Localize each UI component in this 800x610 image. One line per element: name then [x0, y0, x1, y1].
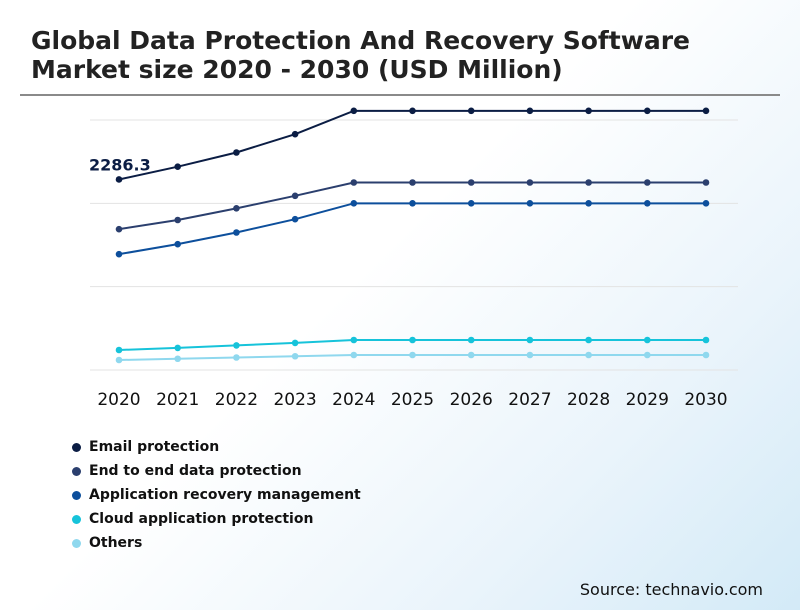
data-point	[233, 354, 240, 361]
data-point	[702, 179, 710, 186]
data-point	[174, 240, 181, 248]
data-point	[644, 336, 651, 344]
legend-marker	[72, 466, 81, 476]
data-point	[467, 179, 475, 186]
legend-item: Cloud application protection	[72, 507, 361, 531]
data-point	[467, 351, 475, 359]
data-point	[291, 215, 299, 223]
data-point	[585, 107, 592, 115]
data-point	[526, 179, 534, 186]
data-point	[526, 107, 534, 115]
data-point	[291, 192, 299, 200]
data-point	[409, 179, 416, 186]
data-point	[174, 344, 181, 352]
data-point	[291, 130, 299, 138]
data-point	[291, 352, 299, 360]
x-tick-label: 2021	[156, 390, 199, 410]
data-point	[174, 355, 181, 363]
x-tick-label: 2029	[626, 390, 669, 410]
data-point	[702, 200, 710, 207]
title-divider	[20, 94, 780, 96]
data-point	[644, 179, 651, 186]
data-point	[467, 107, 475, 115]
annotations: 2286.3	[89, 155, 151, 174]
data-point	[350, 336, 358, 344]
legend-marker	[72, 514, 81, 524]
chart-title: Global Data Protection And Recovery Soft…	[31, 26, 690, 84]
legend: Email protection End to end data protecti…	[72, 435, 361, 555]
legend-item: End to end data protection	[72, 459, 361, 483]
x-tick-label: 2027	[508, 390, 551, 410]
legend-item: Application recovery management	[72, 483, 361, 507]
legend-label: End to end data protection	[89, 463, 302, 479]
data-point	[350, 200, 358, 207]
data-point	[350, 179, 358, 186]
x-tick-label: 2030	[684, 390, 727, 410]
data-point	[585, 351, 592, 359]
x-tick-label: 2026	[450, 390, 493, 410]
data-point	[409, 336, 416, 344]
series-line	[118, 202, 706, 256]
data-point	[174, 163, 181, 170]
x-tick-label: 2024	[332, 390, 375, 410]
data-point	[233, 229, 240, 236]
data-point	[350, 351, 358, 359]
data-point	[115, 356, 123, 364]
data-point	[233, 342, 240, 349]
data-point	[115, 176, 123, 183]
legend-marker	[72, 490, 81, 500]
series-lines	[118, 109, 706, 361]
data-point	[174, 216, 181, 224]
legend-label: Application recovery management	[89, 487, 361, 503]
data-point	[467, 336, 475, 344]
data-point	[115, 225, 123, 233]
data-point	[585, 336, 592, 344]
legend-item: Email protection	[72, 435, 361, 459]
data-point	[526, 351, 534, 359]
data-point	[585, 200, 592, 207]
data-point	[409, 200, 416, 207]
data-point	[467, 200, 475, 207]
legend-marker	[72, 538, 81, 548]
legend-label: Cloud application protection	[89, 511, 314, 527]
x-tick-label: 2022	[215, 390, 258, 410]
data-point	[702, 351, 710, 359]
data-point	[644, 351, 651, 359]
legend-item: Others	[72, 531, 361, 555]
data-point	[233, 149, 240, 156]
legend-label: Others	[89, 535, 143, 551]
data-point	[644, 107, 651, 115]
data-point	[702, 107, 710, 115]
data-point	[409, 351, 416, 359]
legend-label: Email protection	[89, 439, 220, 455]
source-note: Source: technavio.com	[579, 580, 763, 599]
data-label: 2286.3	[89, 155, 151, 174]
series-line	[118, 109, 706, 181]
data-point	[702, 336, 710, 344]
data-point	[115, 346, 123, 354]
x-axis-ticks: 2020 2021 2022 2023 2024 2025 2026 2027 2028 2029…	[97, 390, 727, 410]
data-point	[526, 200, 534, 207]
data-point	[526, 336, 534, 344]
data-point	[350, 107, 358, 115]
data-point	[409, 107, 416, 115]
x-tick-label: 2028	[567, 390, 610, 410]
data-points	[115, 107, 710, 364]
x-tick-label: 2020	[97, 390, 140, 410]
data-point	[585, 179, 592, 186]
x-tick-label: 2023	[273, 390, 316, 410]
data-point	[644, 200, 651, 207]
data-point	[233, 205, 240, 212]
gridlines	[90, 119, 738, 371]
legend-marker	[72, 442, 81, 452]
data-point	[291, 339, 299, 347]
x-tick-label: 2025	[391, 390, 434, 410]
data-point	[115, 250, 123, 258]
